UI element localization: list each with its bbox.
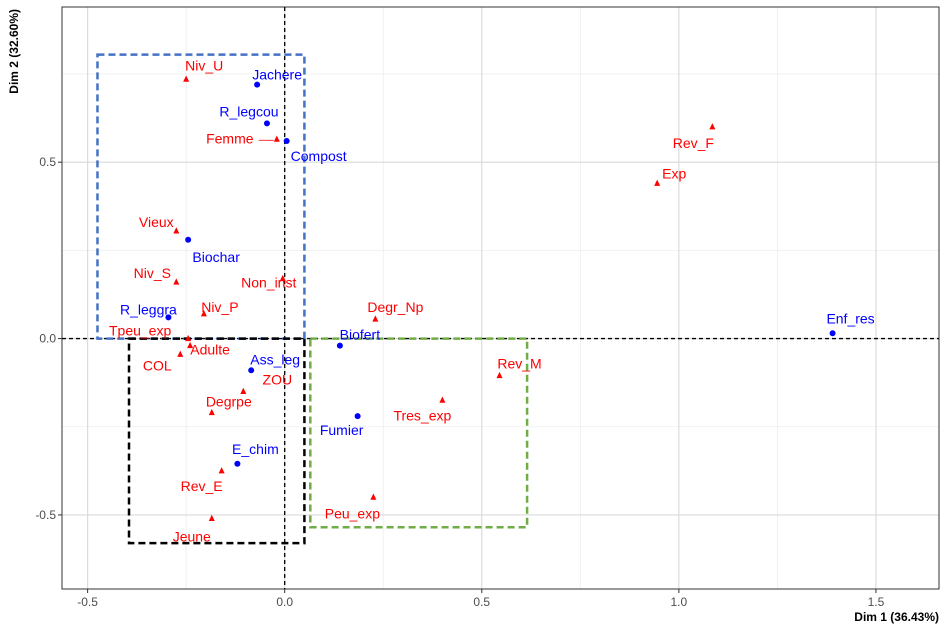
- label-enf_res: Enf_res: [826, 310, 874, 326]
- point-degrpe: [208, 408, 215, 416]
- point-rev_m: [496, 371, 503, 379]
- label-degrpe: Degrpe: [206, 394, 252, 410]
- label-tpeu_exp: Tpeu_exp: [109, 323, 171, 339]
- label-jeune: Jeune: [173, 528, 211, 544]
- point-adulte: [187, 341, 194, 349]
- x-tick-label: 1.0: [671, 595, 688, 609]
- y-tick-label: 0.0: [39, 332, 56, 346]
- x-axis-ticks: -0.5 0.0 0.5 1.0 1.5: [77, 589, 885, 609]
- label-niv_p: Niv_P: [201, 299, 238, 315]
- data-points: [165, 75, 836, 521]
- plot-panel-border: [61, 6, 940, 590]
- reference-lines: [62, 7, 939, 589]
- point-tres_exp: [439, 396, 446, 403]
- y-axis-title: Dim 2 (32.60%): [7, 9, 21, 94]
- point-r_leggra: [165, 314, 172, 321]
- x-tick-label: 1.5: [868, 595, 885, 609]
- y-axis-ticks: -0.5 0.0 0.5: [35, 155, 62, 522]
- label-r_legcou: R_legcou: [219, 103, 278, 119]
- label-e_chim: E_chim: [232, 441, 279, 457]
- label-r_leggra: R_leggra: [120, 301, 177, 317]
- group-box: [309, 337, 529, 529]
- point-femme: [273, 135, 280, 142]
- label-compost: Compost: [291, 148, 347, 164]
- point-niv_p: [200, 310, 207, 317]
- label-adulte: Adulte: [190, 342, 230, 358]
- y-tick-label: -0.5: [35, 508, 56, 522]
- group-box: [127, 337, 306, 545]
- point-col: [177, 350, 184, 357]
- point-degr_np: [372, 315, 379, 322]
- point-enf_res: [829, 330, 836, 337]
- point-niv_u: [183, 75, 190, 82]
- label-biofert: Biofert: [340, 327, 381, 343]
- grid-major-lines: [62, 7, 939, 589]
- label-niv_u: Niv_U: [185, 57, 223, 73]
- point-r_legcou: [263, 120, 270, 127]
- x-axis-title: Dim 1 (36.43%): [854, 610, 939, 624]
- point-niv_s: [173, 278, 180, 285]
- label-zou: ZOU: [263, 371, 293, 387]
- x-tick-label: -0.5: [77, 595, 98, 609]
- point-compost: [283, 138, 290, 145]
- label-jachere: Jachere: [252, 67, 302, 83]
- point-labels: Jachere R_legcou Compost Biochar R_leggra Bio…: [109, 57, 875, 544]
- point-jachere: [254, 81, 261, 88]
- point-ass_leg: [248, 367, 255, 374]
- point-peu_exp: [370, 493, 377, 500]
- point-exp: [654, 179, 661, 186]
- y-tick-label: 0.5: [39, 155, 56, 169]
- label-rev_e: Rev_E: [181, 478, 223, 494]
- group-box: [96, 53, 306, 340]
- point-zou: [240, 387, 247, 394]
- x-tick-label: 0.5: [473, 595, 490, 609]
- point-vieux: [173, 227, 180, 234]
- label-biochar: Biochar: [192, 249, 240, 265]
- label-non_inst: Non_inst: [241, 275, 296, 291]
- label-niv_s: Niv_S: [134, 265, 171, 281]
- label-rev_f: Rev_F: [673, 135, 714, 151]
- label-rev_m: Rev_M: [497, 356, 541, 372]
- point-fumier: [354, 413, 361, 420]
- point-jeune: [208, 514, 215, 521]
- group-boxes: [96, 53, 529, 545]
- label-degr_np: Degr_Np: [367, 299, 423, 315]
- label-fumier: Fumier: [320, 422, 364, 438]
- label-col: COL: [143, 357, 172, 373]
- point-rev_f: [709, 123, 716, 130]
- label-ass_leg: Ass_leg: [250, 351, 300, 367]
- point-biochar: [185, 236, 192, 243]
- point-tpeu_exp: [185, 334, 192, 342]
- x-tick-label: 0.0: [276, 595, 293, 609]
- label-tres_exp: Tres_exp: [393, 407, 451, 423]
- label-vieux: Vieux: [139, 214, 174, 230]
- label-femme: Femme: [206, 130, 254, 146]
- point-e_chim: [234, 460, 241, 467]
- point-biofert: [336, 342, 343, 349]
- point-non_inst: [279, 274, 286, 282]
- point-rev_e: [218, 467, 225, 474]
- label-peu_exp: Peu_exp: [325, 505, 380, 521]
- grid-minor-lines: [62, 7, 939, 589]
- label-exp: Exp: [662, 165, 686, 181]
